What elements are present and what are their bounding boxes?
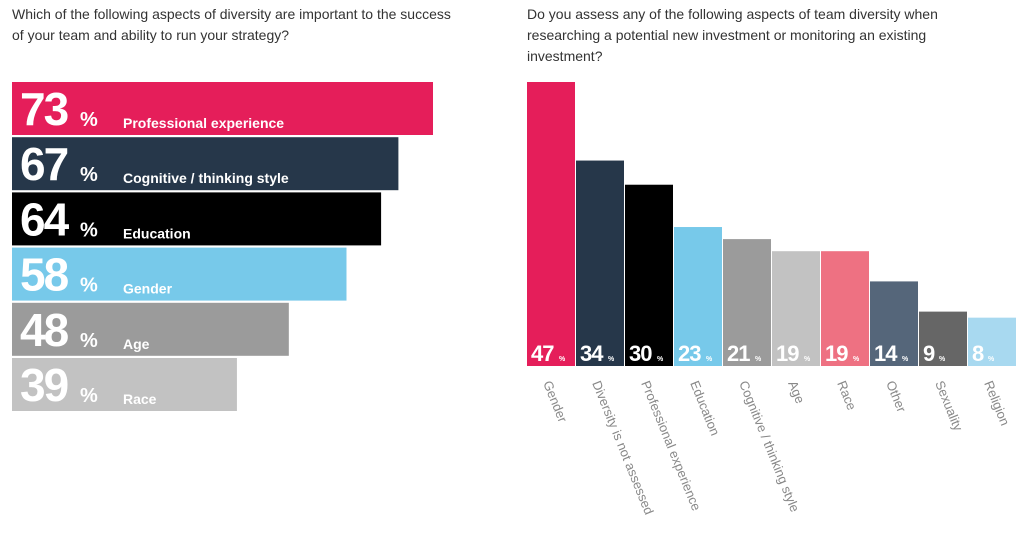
value-label-other: 14 [874,341,898,366]
bar-professional-experience [12,82,433,135]
percent-sign-other: % [902,356,909,363]
value-label-education: 23 [678,341,701,366]
percent-sign-gender: % [80,275,98,297]
value-label-race: 39 [20,359,68,411]
left-horizontal-bar-chart: 73% Professional experience 67% Cognitive /… [12,82,433,411]
category-label-religion: Religion [981,379,1013,428]
bar-diversity-is-not-assessed [576,160,624,366]
percent-sign-sexuality: % [939,356,946,363]
category-label-education: Education [687,379,723,438]
percent-sign-professional-experience: % [657,356,664,363]
bar-cognitive-thinking-style [12,137,399,191]
bar-age [12,302,289,356]
value-label-sexuality: 9 [923,341,935,366]
bar-age [772,251,820,366]
value-label-cognitive-thinking-style: 67 [20,138,68,190]
percent-sign-age: % [80,330,98,352]
value-label-diversity-is-not-assessed: 34 [580,341,604,366]
bar-race [821,251,869,366]
left-chart-question: Which of the following aspects of divers… [12,6,451,43]
bar-education [12,192,382,246]
percent-sign-age: % [804,356,811,363]
value-label-race: 19 [825,341,848,366]
right-chart-question: Do you assess any of the following aspec… [527,6,938,64]
percent-sign-diversity-is-not-assessed: % [608,356,615,363]
value-label-gender: 58 [20,249,69,301]
value-label-gender: 47 [531,341,554,366]
value-label-age: 19 [776,341,799,366]
bar-race [12,358,237,411]
percent-sign-race: % [853,356,860,363]
category-label-other: Other [883,379,909,415]
percent-sign-cognitive-thinking-style: % [755,356,762,363]
category-label-race: Race [834,379,859,413]
bar-sexuality [919,311,967,366]
percent-sign-professional-experience: % [80,109,98,131]
bar-professional-experience [625,184,673,366]
category-label-gender: Gender [540,379,570,425]
percent-sign-cognitive-thinking-style: % [80,164,98,186]
category-label-age: Age [123,336,150,352]
value-label-professional-experience: 73 [20,83,68,135]
category-label-professional-experience: Professional experience [123,115,284,131]
percent-sign-education: % [706,356,713,363]
bar-gender [527,82,575,366]
value-label-education: 64 [20,193,70,245]
bar-other [870,281,918,366]
bar-religion [968,317,1016,366]
value-label-cognitive-thinking-style: 21 [727,341,750,366]
percent-sign-race: % [80,385,98,407]
category-label-cognitive-thinking-style: Cognitive / thinking style [123,170,289,186]
percent-sign-gender: % [559,356,566,363]
value-label-age: 48 [20,304,69,356]
percent-sign-religion: % [988,356,995,363]
value-label-professional-experience: 30 [629,341,652,366]
category-label-gender: Gender [123,281,173,297]
bar-gender [12,247,347,301]
bar-education [674,227,722,366]
bar-cognitive-thinking-style [723,239,771,366]
category-label-age: Age [785,379,808,406]
category-label-education: Education [123,225,191,241]
percent-sign-education: % [80,219,98,241]
category-label-race: Race [123,391,157,407]
category-label-sexuality: Sexuality [932,379,966,434]
value-label-religion: 8 [972,341,984,366]
